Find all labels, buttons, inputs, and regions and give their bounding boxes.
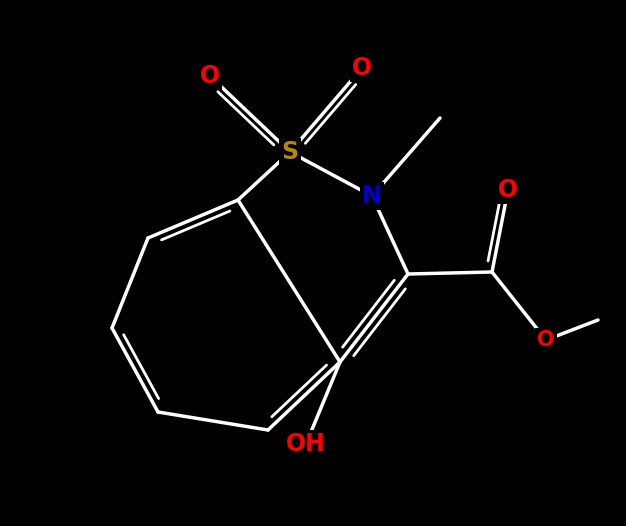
Text: S: S <box>282 140 299 164</box>
Text: O: O <box>498 178 518 202</box>
Text: N: N <box>362 184 382 208</box>
Text: O: O <box>352 56 372 80</box>
Text: OH: OH <box>286 432 326 456</box>
Text: O: O <box>200 64 220 88</box>
Text: O: O <box>537 330 555 350</box>
